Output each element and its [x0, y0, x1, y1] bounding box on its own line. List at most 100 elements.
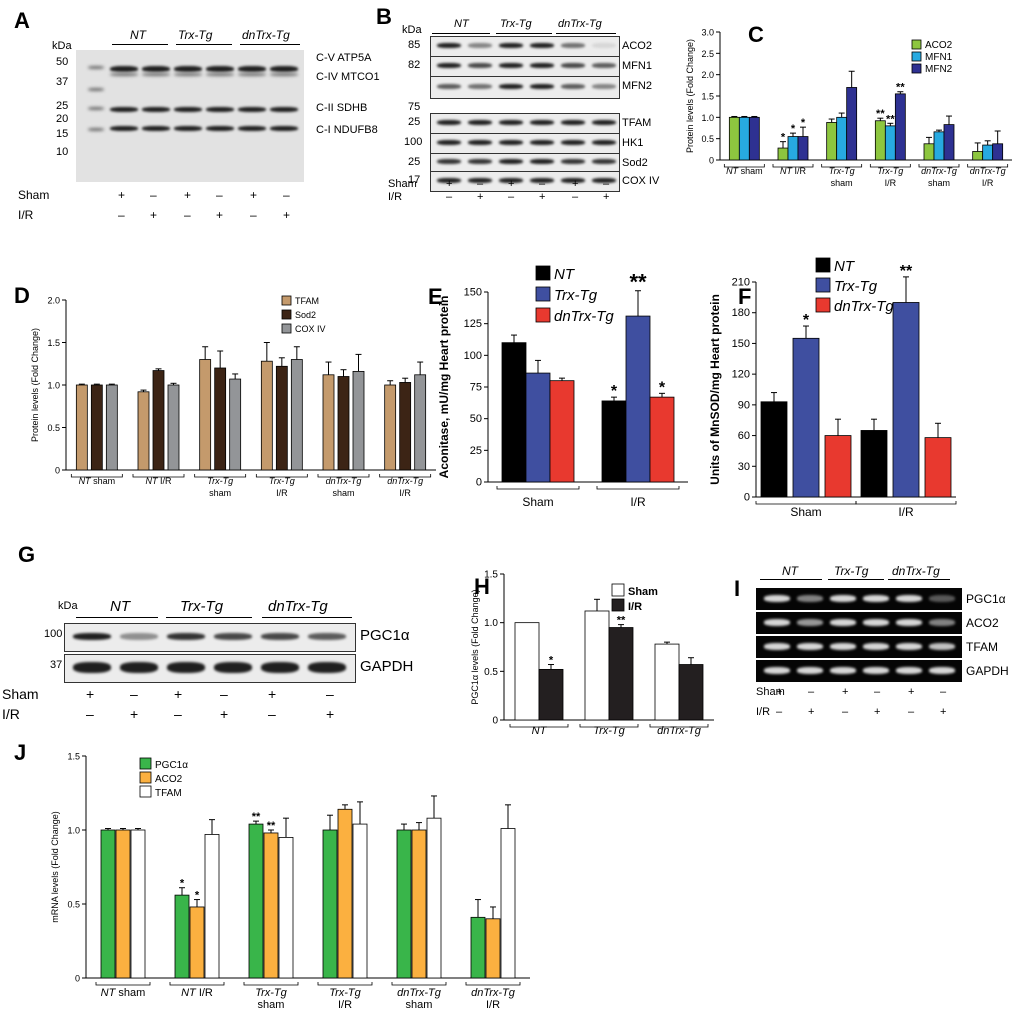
row-label-b-ir: I/R [388, 191, 403, 203]
star-C-1-1: * [791, 123, 796, 135]
cat-label-D-3-0: Trx-Tg [269, 476, 295, 486]
group-i-nt: NT [782, 564, 798, 578]
cat-bracket-H-0 [509, 724, 569, 728]
cat-label-D-2-0: Trx-Tg [207, 476, 233, 486]
group-b-nt: NT [454, 18, 469, 30]
blot-band [530, 84, 554, 89]
cat-label-C-4-0: dnTrx-Tg [921, 166, 957, 176]
blot-band [437, 140, 461, 145]
blot-band [261, 633, 299, 640]
legend-swatch-H-1 [611, 598, 625, 612]
sign-a-sham-4: + [250, 188, 258, 202]
blot-band [238, 107, 266, 112]
blot-band [530, 140, 554, 145]
chart-h: H 0 0.5 1.0 1.5 PGC1α levels (Fold Change) * NT… [470, 570, 714, 737]
bar-J-3-1 [337, 808, 353, 979]
blot-band [174, 107, 202, 112]
ylabel-F: Units of MnSOD/mg Heart protein [708, 294, 722, 485]
legend-label-E-1: Trx-Tg [554, 287, 598, 304]
sign-g-ir-5: + [326, 706, 335, 722]
cat-label-C-4-1: sham [928, 178, 950, 188]
blot-band [592, 178, 616, 183]
blot-band [142, 126, 170, 131]
ytick-label-D-4: 2.0 [47, 296, 60, 306]
row-label-g-ir: I/R [2, 706, 20, 722]
sign-b-sham-4: + [572, 178, 579, 190]
bar-J-4-2 [426, 817, 442, 979]
sign-i-sham-5: – [940, 686, 947, 698]
cat-label-C-0-0: NT sham [726, 166, 763, 176]
blot-band [468, 178, 492, 183]
gel-band [863, 643, 889, 650]
blot-band [468, 120, 492, 125]
kda-g-1: 37 [50, 659, 63, 671]
blot-band [499, 120, 523, 125]
star-H-1-1: ** [617, 615, 626, 627]
cat-bracket-J-3 [317, 982, 373, 986]
cat-bracket-C-2 [821, 164, 863, 168]
sign-g-sham-1: – [130, 686, 138, 702]
ytick-label-E-4: 100 [464, 350, 482, 362]
blot-band [238, 126, 266, 131]
legend-label-C-1: MFN1 [925, 52, 953, 63]
blot-band [561, 178, 585, 183]
bracket-g-trx [166, 617, 252, 618]
bar-D-4-0 [322, 374, 335, 471]
blot-band [592, 84, 616, 89]
legend-swatch-D-2 [281, 323, 292, 334]
legend-label-F-0: NT [834, 258, 856, 275]
blot-band [73, 633, 111, 640]
cat-label-D-0-0: NT sham [79, 476, 116, 486]
bar-C-2-1 [836, 116, 848, 161]
bar-J-2-2 [278, 837, 294, 979]
bracket-b-dn [556, 33, 616, 34]
sign-g-sham-0: + [86, 686, 95, 702]
kda-label-g: kDa [58, 600, 78, 612]
ytick-label-F-0: 0 [744, 492, 750, 504]
bar-C-4-1 [933, 131, 945, 161]
sign-i-sham-4: + [908, 686, 915, 698]
cat-label-C-3-1: I/R [885, 178, 897, 188]
blot-band [468, 159, 492, 164]
bar-D-1-1 [152, 370, 165, 471]
ytick-label-J-1: 0.5 [67, 900, 80, 910]
blot-band [592, 140, 616, 145]
row-label-g-sham: Sham [2, 686, 39, 702]
marker-a-1: 37 [56, 76, 69, 88]
chart-f: F 0 30 60 90 120 150 180 210 Units of MnSOD/mg He… [708, 257, 957, 519]
blot-band [110, 107, 138, 112]
bar-C-5-0 [972, 151, 984, 161]
sign-i-sham-3: – [874, 686, 881, 698]
gel-band [830, 643, 856, 650]
blot-band [308, 662, 346, 673]
blot-band [261, 662, 299, 673]
cat-bracket-J-4 [391, 982, 447, 986]
sign-a-sham-1: – [150, 188, 157, 202]
bar-D-3-1 [275, 365, 288, 471]
cat-bracket-C-4 [918, 164, 960, 168]
bracket-i-nt [760, 579, 822, 580]
blot-band [437, 178, 461, 183]
blot-band [468, 43, 492, 48]
bar-D-1-0 [137, 391, 150, 471]
ytick-label-E-0: 0 [476, 477, 482, 489]
bar-J-0-2 [130, 829, 146, 979]
cat-label-J-1-0: NT I/R [181, 987, 213, 999]
blot-band [437, 43, 461, 48]
sign-g-ir-3: + [220, 706, 229, 722]
bar-H-0-1 [538, 668, 564, 721]
band-label-ndufb8: C-I NDUFB8 [316, 124, 378, 136]
cat-label-C-2-1: sham [831, 178, 853, 188]
bar-J-0-1 [115, 829, 131, 979]
bar-D-5-1 [399, 382, 412, 471]
blot-band [561, 140, 585, 145]
gel-i-0 [756, 588, 962, 610]
bar-F-1-0 [860, 430, 888, 498]
cat-bracket-D-5 [379, 474, 432, 478]
bar-J-1-0 [174, 894, 190, 979]
panel-letter-a: A [14, 8, 30, 33]
cat-bracket-C-5 [967, 164, 1009, 168]
ytick-label-F-2: 60 [738, 430, 750, 442]
sign-b-ir-1: + [477, 191, 484, 203]
bar-C-4-0 [923, 143, 935, 161]
